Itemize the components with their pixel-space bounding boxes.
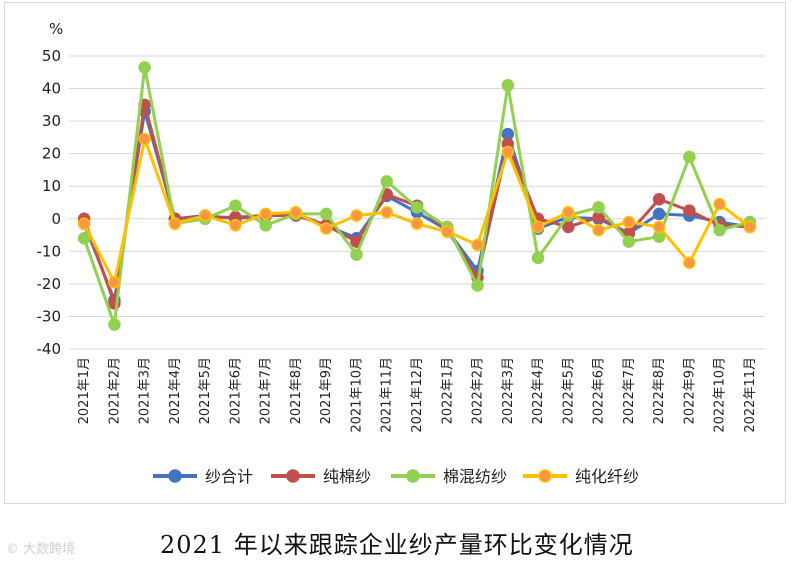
y-axis-ticks: -40 -30 -20 -10 0 10 20 30 40 50: [37, 47, 62, 358]
data-point: [138, 132, 151, 146]
data-point: [319, 207, 333, 221]
data-point: [138, 61, 151, 74]
series-line: [82, 65, 751, 327]
x-tick-label: 2022年6月: [592, 357, 607, 424]
x-tick-label: 2022年5月: [561, 357, 576, 424]
y-tick-label: 20: [42, 145, 61, 163]
legend-item: 纯棉纱: [271, 467, 371, 486]
data-point: [259, 207, 272, 221]
data-point: [229, 199, 242, 213]
data-point: [441, 225, 454, 239]
series-4: [77, 132, 757, 289]
x-tick-label: 2021年3月: [138, 357, 153, 424]
y-tick-label: 40: [42, 80, 61, 98]
data-point: [622, 215, 636, 229]
legend-swatch-marker: [538, 469, 552, 483]
chart-frame: -40 -30 -20 -10 0 10 20 30 40 50 2021年1月 2021年2月 20…: [4, 2, 786, 504]
data-point: [77, 232, 91, 245]
x-tick-label: 2021年9月: [319, 357, 334, 424]
data-point: [592, 201, 605, 214]
legend-swatch-marker: [168, 469, 182, 483]
data-point: [683, 256, 696, 269]
y-tick-label: 0: [51, 210, 61, 228]
data-point: [683, 204, 696, 217]
x-tick-label: 2021年2月: [107, 357, 122, 424]
data-point: [229, 219, 242, 232]
data-point: [168, 217, 182, 230]
data-point: [471, 238, 484, 252]
data-point: [289, 206, 303, 219]
data-point: [319, 222, 333, 235]
y-tick-label: 30: [42, 112, 61, 130]
data-point: [380, 175, 393, 188]
y-tick-label: 50: [42, 47, 61, 65]
data-point: [410, 201, 424, 214]
data-point: [410, 217, 424, 230]
chart-caption: 2021 年以来跟踪企业纱产量环比变化情况: [160, 531, 634, 559]
data-point: [108, 318, 121, 331]
legend-item: 纱合计: [153, 467, 253, 486]
x-tick-label: 2021年5月: [198, 357, 213, 424]
x-tick-label: 2022年8月: [652, 357, 667, 424]
data-point: [531, 220, 545, 234]
x-tick-label: 2021年10月: [349, 357, 364, 433]
x-tick-label: 2022年11月: [743, 357, 758, 433]
y-unit-label: %: [49, 20, 63, 38]
watermark: © 大数跨境: [6, 542, 76, 557]
y-tick-label: -30: [37, 307, 62, 325]
x-axis-ticks: 2021年1月 2021年2月 2021年3月 2021年4月 2021年5月 2021年…: [77, 357, 758, 433]
legend-label: 纯化纤纱: [575, 467, 639, 486]
x-tick-label: 2022年7月: [622, 357, 637, 424]
data-point: [592, 223, 605, 237]
x-tick-label: 2021年12月: [410, 357, 425, 433]
data-point: [713, 197, 726, 211]
data-point: [622, 235, 636, 248]
legend-label: 棉混纺纱: [443, 467, 507, 486]
x-tick-label: 2021年8月: [289, 357, 304, 424]
legend-item: 纯化纤纱: [523, 467, 639, 486]
data-point: [350, 209, 363, 222]
data-point: [259, 219, 272, 232]
legend-label: 纯棉纱: [323, 467, 371, 486]
y-tick-label: 10: [42, 177, 61, 195]
data-point: [108, 276, 121, 289]
x-tick-label: 2021年1月: [77, 357, 92, 424]
x-tick-label: 2021年11月: [380, 357, 395, 433]
x-tick-label: 2022年2月: [471, 357, 486, 424]
x-tick-label: 2022年4月: [531, 357, 546, 424]
y-tick-label: -40: [37, 340, 62, 358]
x-tick-label: 2022年3月: [501, 357, 516, 424]
x-tick-label: 2022年1月: [440, 357, 455, 424]
x-tick-label: 2021年6月: [228, 357, 243, 424]
y-tick-label: -10: [37, 242, 62, 260]
legend-swatch-marker: [406, 469, 420, 483]
data-point: [713, 223, 726, 237]
legend-swatch-marker: [286, 469, 300, 483]
data-point: [562, 206, 575, 219]
data-point: [652, 220, 666, 234]
data-point: [198, 209, 212, 222]
data-point: [683, 150, 696, 164]
data-point: [501, 79, 515, 92]
x-tick-label: 2021年7月: [259, 357, 274, 424]
legend-label: 纱合计: [205, 467, 253, 486]
x-tick-label: 2022年9月: [682, 357, 697, 424]
data-point: [380, 206, 393, 219]
data-point: [471, 279, 484, 292]
data-point: [350, 248, 363, 261]
data-point: [652, 192, 666, 206]
legend-item: 棉混纺纱: [391, 467, 507, 486]
data-point: [743, 220, 757, 234]
data-point: [652, 207, 666, 221]
legend: 纱合计 纯棉纱 棉混纺纱 纯化纤纱: [153, 467, 639, 486]
data-point: [77, 217, 91, 230]
x-tick-label: 2022年10月: [713, 357, 728, 433]
series-group: [77, 61, 757, 331]
y-tick-label: -20: [37, 275, 62, 293]
x-tick-label: 2021年4月: [168, 357, 183, 424]
data-point: [531, 251, 545, 265]
data-point: [501, 145, 515, 159]
